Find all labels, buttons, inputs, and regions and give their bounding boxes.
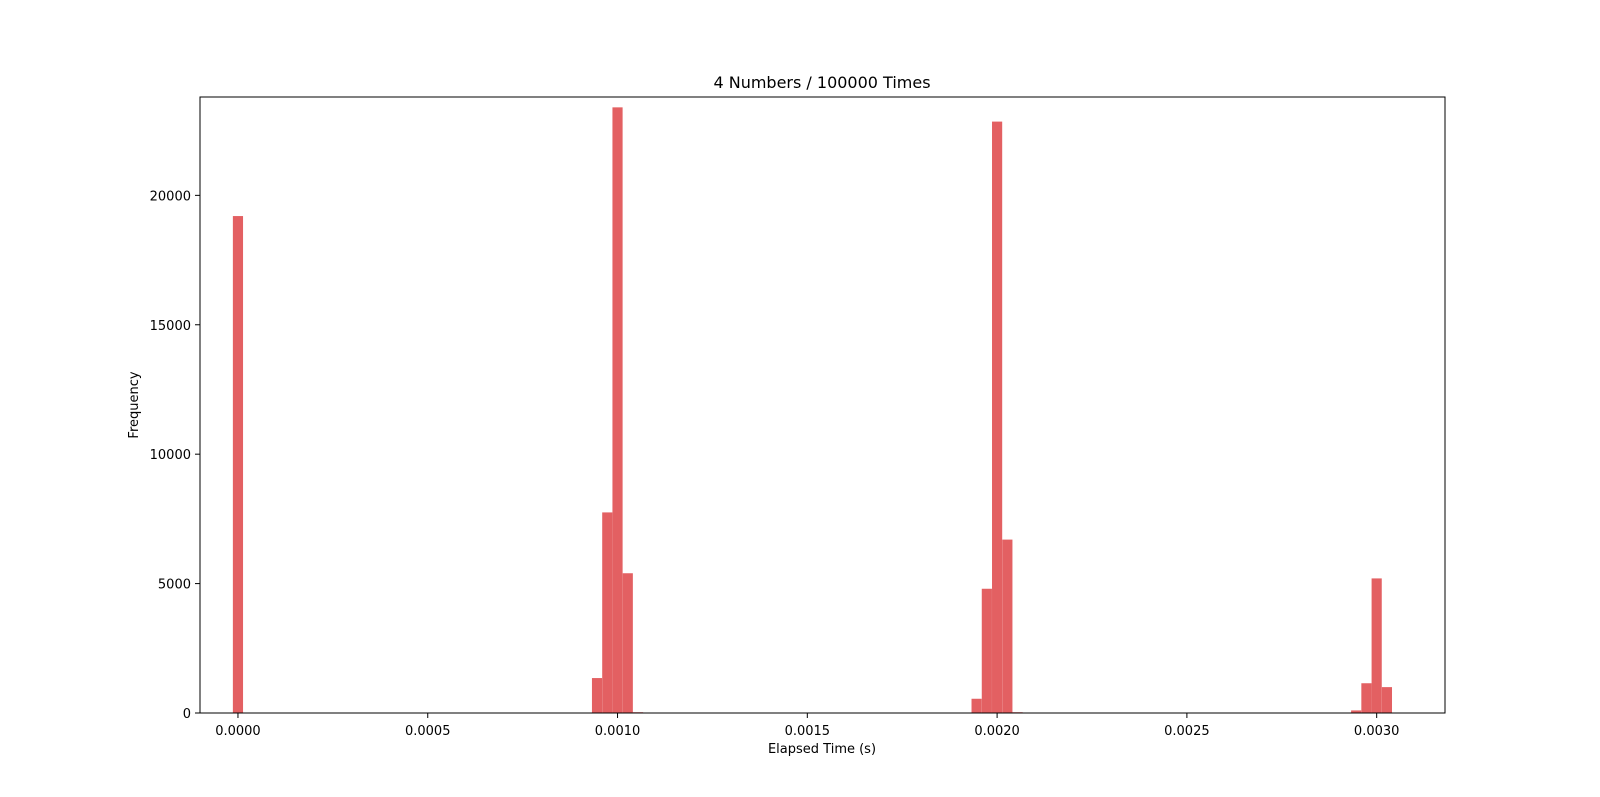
histogram-bar-6 [971, 698, 982, 713]
histogram-bar-9 [1002, 539, 1013, 713]
y-tick-label-4: 20000 [150, 189, 191, 204]
histogram-bar-2 [602, 512, 613, 713]
histogram-bar-13 [1371, 578, 1382, 713]
y-axis-ticks: 0 5000 10000 15000 20000 [150, 189, 200, 722]
x-axis-label: Elapsed Time (s) [768, 742, 876, 757]
y-tick-label-3: 15000 [150, 319, 191, 334]
x-tick-label-6: 0.0030 [1354, 724, 1400, 739]
histogram-bar-14 [1381, 687, 1393, 713]
histogram-bar-8 [992, 121, 1003, 714]
y-tick-label-2: 10000 [150, 448, 191, 463]
histogram-bar-7 [981, 588, 992, 713]
y-tick-label-0: 0 [183, 707, 191, 722]
histogram-bar-3 [612, 107, 623, 714]
bars-group [232, 107, 1393, 714]
plot-area-frame [199, 96, 1446, 714]
y-tick-label-1: 5000 [158, 578, 191, 593]
x-tick-label-5: 0.0025 [1164, 724, 1210, 739]
x-axis-ticks: 0.0000 0.0005 0.0010 0.0015 0.0020 0.0025 0.00… [215, 713, 1399, 739]
histogram-bar-4 [622, 573, 633, 713]
x-tick-label-1: 0.0005 [405, 724, 451, 739]
histogram-bar-11 [1351, 710, 1362, 713]
x-tick-label-3: 0.0015 [785, 724, 831, 739]
x-tick-label-4: 0.0020 [974, 724, 1020, 739]
x-tick-label-2: 0.0010 [595, 724, 641, 739]
histogram-bar-12 [1361, 683, 1372, 713]
chart-title: 4 Numbers / 100000 Times [713, 73, 930, 92]
histogram-bar-0 [232, 216, 244, 713]
histogram-bar-1 [591, 678, 603, 713]
y-axis-label: Frequency [127, 371, 142, 438]
x-tick-label-0: 0.0000 [215, 724, 261, 739]
